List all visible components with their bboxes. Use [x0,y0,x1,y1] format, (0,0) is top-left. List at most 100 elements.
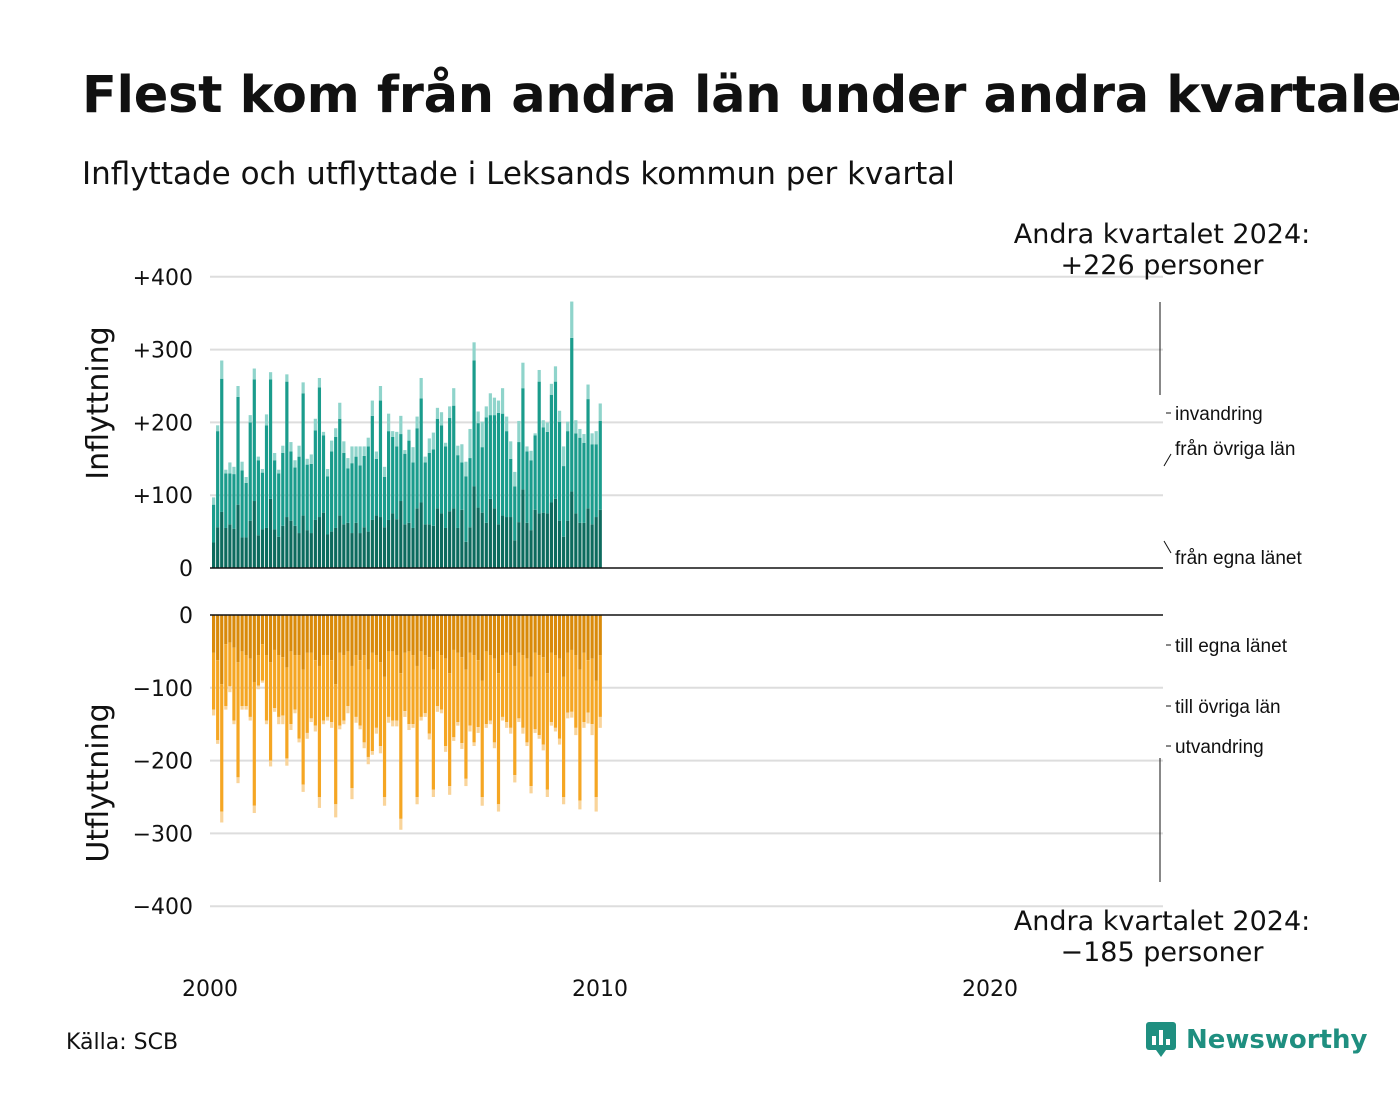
bar-segment [529,460,533,531]
callout-text: +226 personer [1060,250,1264,281]
bar-segment [289,520,293,568]
bar-segment [330,722,334,728]
bar-segment [395,615,399,656]
bar-segment [382,615,387,677]
bar-segment [594,615,598,681]
bar-segment [594,680,598,797]
bar-segment [456,652,460,723]
bar-segment [439,615,444,656]
bar-segment [549,722,554,726]
bar-segment [212,652,216,710]
bar-segment [273,529,277,568]
bar-segment [435,651,440,706]
bar-segment [374,458,378,516]
bar-segment [260,468,265,473]
bar-segment [431,789,435,797]
bar-segment [525,451,529,523]
bar-segment [395,446,399,520]
bar-segment [435,508,440,568]
bar-segment [500,615,505,656]
bar-segment [578,800,582,810]
y-tick-label: −200 [133,750,193,775]
bar-segment [427,657,431,734]
bar-segment [240,461,244,471]
bar-segment [256,655,260,686]
legend-leader [1163,453,1172,467]
bar-segment [590,658,594,725]
bar-segment [342,615,346,656]
bar-segment [598,509,602,568]
bar-segment [570,337,574,492]
bar-segment [557,615,562,659]
bar-segment [472,486,476,568]
bar-segment [553,727,558,732]
bar-segment [472,360,476,487]
bar-segment [378,517,383,568]
bar-segment [574,655,578,728]
bar-segment [382,797,387,806]
bar-segment [533,435,537,510]
bar-segment [456,527,460,568]
bar-segment [285,374,289,382]
bar-segment [505,517,509,568]
bar-segment [366,531,370,568]
bar-segment [443,615,448,659]
bar-segment [248,615,252,659]
bar-segment [570,711,574,718]
bar-segment [521,655,525,728]
bar-segment [545,615,549,674]
bar-segment [342,720,346,725]
bar-segment [509,615,513,656]
bar-segment [374,615,378,656]
bar-segment [480,512,484,568]
bar-segment [317,615,322,666]
bar-segment [509,517,513,568]
bar-segment [570,615,574,650]
bar-segment [264,720,269,725]
bar-segment [305,652,309,733]
bar-segment [370,519,374,568]
bar-segment [476,727,480,733]
bar-segment [549,615,554,653]
bar-segment [366,756,370,765]
bar-segment [309,454,313,464]
bar-segment [570,491,574,568]
bar-segment [264,527,269,568]
bar-segment [509,655,513,728]
bar-segment [529,530,533,568]
bar-segment [370,400,374,416]
bar-segment [545,431,549,514]
bar-segment [338,725,342,730]
bar-segment [427,438,431,453]
bar-segment [590,615,594,659]
bar-segment [342,452,346,525]
bar-segment [309,533,313,568]
bar-segment [582,615,586,653]
bar-segment [277,615,281,656]
bar-segment [313,430,317,520]
bar-segment [366,615,370,670]
bar-segment [317,517,322,568]
bar-segment [382,676,387,797]
bar-segment [354,615,358,656]
bar-segment [301,515,305,568]
bar-segment [273,649,277,709]
bar-segment [439,425,444,514]
bar-segment [317,377,322,388]
bar-segment [387,716,391,723]
bar-segment [216,425,220,432]
bar-segment [488,655,492,721]
bar-segment [586,615,590,661]
bar-segment [358,660,362,726]
bar-segment [382,477,387,528]
bar-segment [342,524,346,568]
callouts: Andra kvartalet 2024:+226 personerAndra … [1014,219,1310,968]
bar-segment [415,665,419,797]
bar-segment [509,441,513,459]
bar-segment [260,615,265,645]
bar-segment [431,432,435,450]
bar-segment [281,452,285,526]
callout-text: −185 personer [1060,937,1264,968]
bar-segment [488,498,492,568]
bar-segment [362,527,366,568]
